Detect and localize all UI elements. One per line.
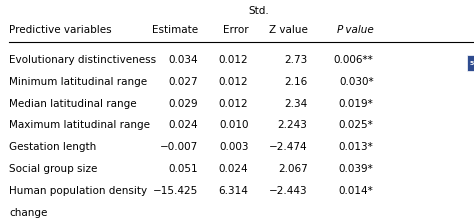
Text: 0.010: 0.010 (219, 120, 248, 130)
Text: Human population density: Human population density (9, 186, 147, 196)
Text: 2.067: 2.067 (278, 164, 308, 174)
Text: −2.443: −2.443 (269, 186, 308, 196)
Text: Std.: Std. (248, 6, 269, 16)
Text: Predictive variables: Predictive variables (9, 25, 112, 35)
Text: −0.007: −0.007 (160, 142, 198, 152)
Text: Maximum latitudinal range: Maximum latitudinal range (9, 120, 150, 130)
Text: 2.73: 2.73 (284, 55, 308, 65)
Text: 0.024: 0.024 (219, 164, 248, 174)
Text: 0.029: 0.029 (169, 99, 198, 109)
Text: 0.003: 0.003 (219, 142, 248, 152)
Text: 0.034: 0.034 (169, 55, 198, 65)
Text: −2.474: −2.474 (269, 142, 308, 152)
Text: 0.006**: 0.006** (334, 55, 374, 65)
Text: Median latitudinal range: Median latitudinal range (9, 99, 137, 109)
Text: 0.051: 0.051 (169, 164, 198, 174)
Text: change: change (9, 208, 48, 218)
Text: 2.16: 2.16 (284, 77, 308, 87)
Text: 0.012: 0.012 (219, 55, 248, 65)
Text: 2.34: 2.34 (284, 99, 308, 109)
Text: 0.024: 0.024 (169, 120, 198, 130)
Text: 5: 5 (470, 61, 474, 66)
Text: P value: P value (337, 25, 374, 35)
Text: 0.013*: 0.013* (339, 142, 374, 152)
Text: 0.025*: 0.025* (339, 120, 374, 130)
Text: 0.030*: 0.030* (339, 77, 374, 87)
Text: 0.012: 0.012 (219, 77, 248, 87)
Text: Error: Error (223, 25, 248, 35)
Text: 0.039*: 0.039* (339, 164, 374, 174)
Text: 0.012: 0.012 (219, 99, 248, 109)
Text: Social group size: Social group size (9, 164, 98, 174)
Text: Estimate: Estimate (152, 25, 198, 35)
Text: 0.027: 0.027 (169, 77, 198, 87)
Text: 6.314: 6.314 (219, 186, 248, 196)
Text: 0.019*: 0.019* (339, 99, 374, 109)
Text: Minimum latitudinal range: Minimum latitudinal range (9, 77, 147, 87)
Text: −15.425: −15.425 (153, 186, 198, 196)
Text: Z value: Z value (269, 25, 308, 35)
Text: Gestation length: Gestation length (9, 142, 97, 152)
Text: 0.014*: 0.014* (339, 186, 374, 196)
Bar (467, 55, 474, 71)
Text: Evolutionary distinctiveness: Evolutionary distinctiveness (9, 55, 156, 65)
Text: 2.243: 2.243 (278, 120, 308, 130)
